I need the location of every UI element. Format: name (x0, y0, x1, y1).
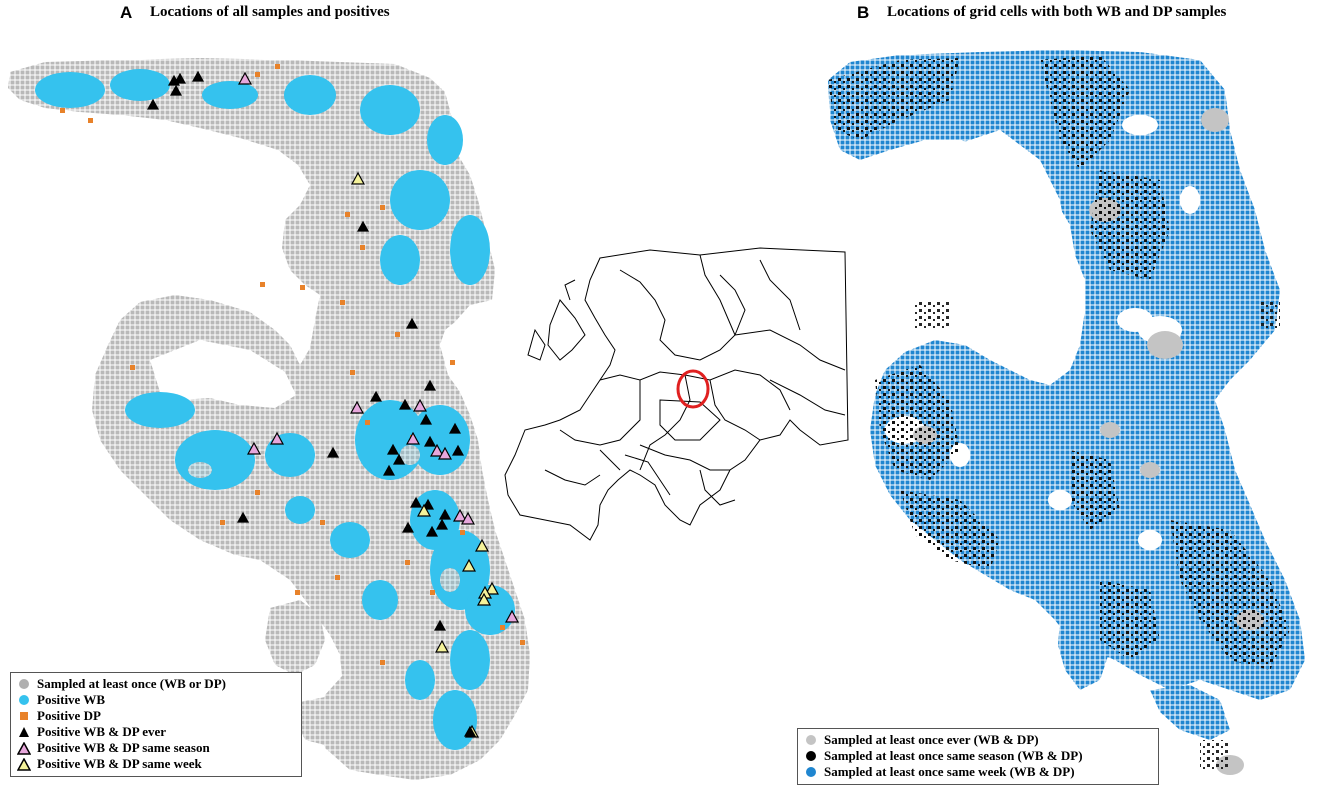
panel-a-triangle-markers (146, 70, 520, 738)
pink-triangle-icon (11, 741, 37, 755)
orange-square-icon (11, 711, 37, 721)
panel-b-title: Locations of grid cells with both WB and… (887, 4, 1227, 20)
panel-b-black-cells (828, 55, 1290, 670)
blue-circle-icon (798, 766, 824, 778)
panel-b-map (828, 50, 1305, 775)
poland-highlight-circle (676, 369, 710, 409)
legend-b-item-ever: Sampled at least once ever (WB & DP) (798, 732, 1154, 748)
legend-b-item-week: Sampled at least once same week (WB & DP… (798, 764, 1154, 780)
legend-a-item-positive-dp: Positive DP (11, 708, 297, 724)
black-circle-icon (798, 750, 824, 762)
panel-a-cluster-texture (188, 445, 460, 592)
legend-a-item-wb-dp-season: Positive WB & DP same season (11, 740, 297, 756)
panel-a-letter: A (120, 3, 133, 22)
yellow-triangle-icon (11, 757, 37, 771)
panel-a-legend: Sampled at least once (WB or DP) Positiv… (10, 672, 302, 777)
legend-a-item-wb-dp-week: Positive WB & DP same week (11, 756, 297, 772)
panel-b-legend: Sampled at least once ever (WB & DP) Sam… (797, 728, 1159, 785)
legend-a-label: Sampled at least once (WB or DP) (37, 675, 226, 691)
grey-circle-icon (11, 678, 37, 690)
legend-a-item-sampled: Sampled at least once (WB or DP) (11, 676, 297, 692)
legend-b-label: Sampled at least once ever (WB & DP) (824, 731, 1039, 747)
panel-b-outlying-cells (915, 300, 1280, 770)
legend-b-label: Sampled at least once same week (WB & DP… (824, 763, 1075, 779)
panel-b-letter: B (857, 3, 870, 22)
panel-b-gaps (885, 115, 1200, 550)
legend-b-label: Sampled at least once same season (WB & … (824, 747, 1083, 763)
legend-a-label: Positive WB & DP same week (37, 755, 202, 771)
grey-circle-icon (798, 734, 824, 746)
black-triangle-icon (11, 726, 37, 738)
legend-a-item-positive-wb: Positive WB (11, 692, 297, 708)
legend-b-item-season: Sampled at least once same season (WB & … (798, 748, 1154, 764)
panel-a-title: Locations of all samples and positives (150, 4, 390, 20)
legend-a-item-wb-dp-ever: Positive WB & DP ever (11, 724, 297, 740)
legend-a-label: Positive DP (37, 707, 101, 723)
legend-a-label: Positive WB & DP ever (37, 723, 167, 739)
legend-a-label: Positive WB (37, 691, 106, 707)
cyan-circle-icon (11, 694, 37, 706)
europe-inset-map (504, 247, 849, 541)
legend-a-label: Positive WB & DP same season (37, 739, 210, 755)
